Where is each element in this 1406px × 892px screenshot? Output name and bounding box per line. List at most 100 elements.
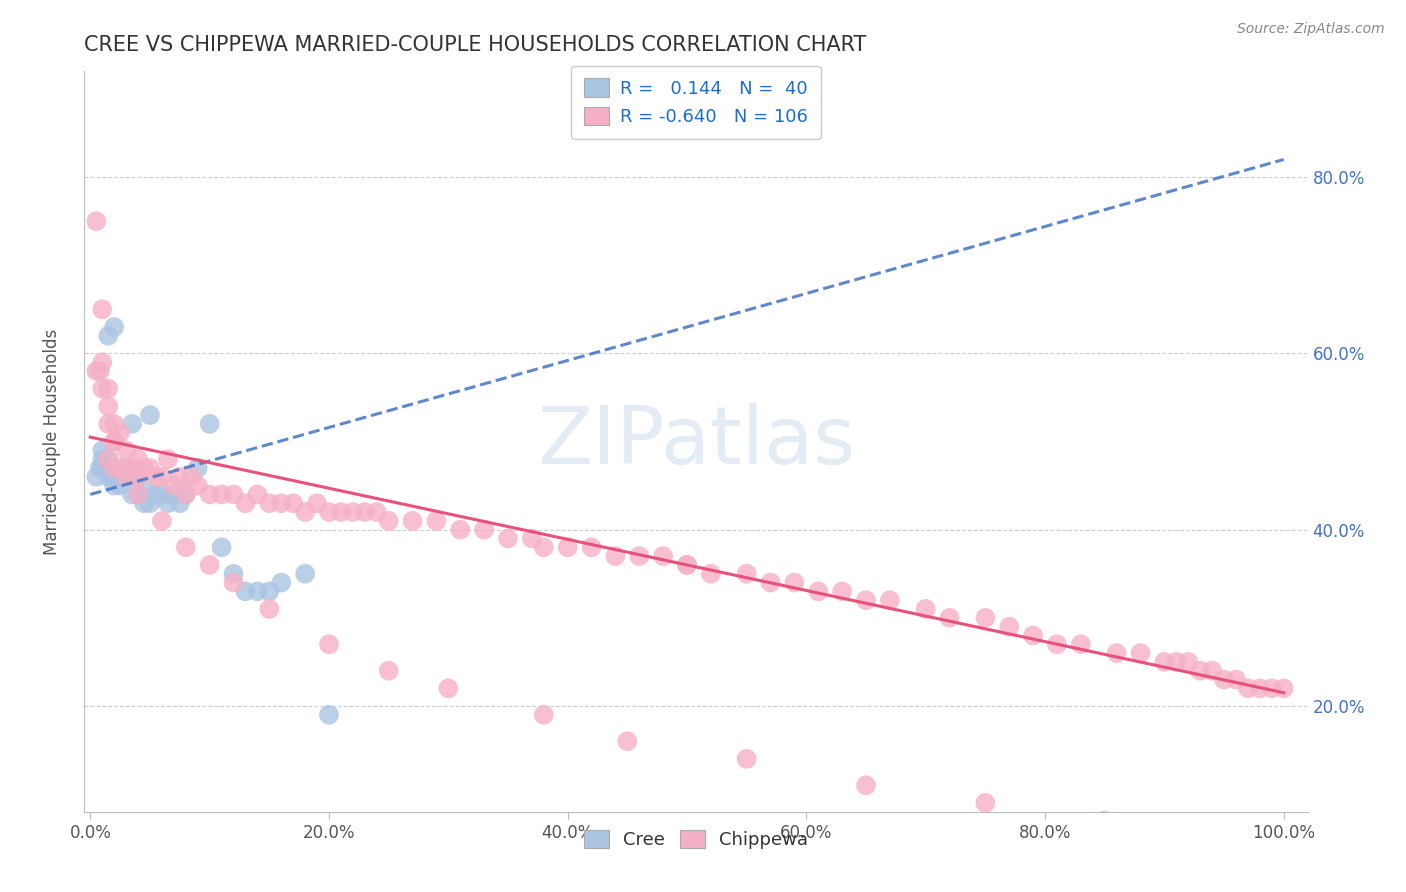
Point bbox=[115, 461, 138, 475]
Point bbox=[270, 496, 292, 510]
Point bbox=[259, 602, 281, 616]
Point bbox=[222, 487, 245, 501]
Point bbox=[533, 541, 555, 555]
Point bbox=[676, 558, 699, 572]
Point bbox=[1272, 681, 1295, 696]
Point bbox=[235, 584, 257, 599]
Point bbox=[605, 549, 627, 563]
Point bbox=[139, 461, 162, 475]
Point bbox=[294, 505, 316, 519]
Point bbox=[1046, 637, 1069, 651]
Point bbox=[115, 470, 138, 484]
Point bbox=[1153, 655, 1175, 669]
Point bbox=[938, 611, 960, 625]
Point bbox=[283, 496, 305, 510]
Point bbox=[222, 575, 245, 590]
Point bbox=[103, 417, 125, 431]
Point bbox=[377, 664, 399, 678]
Point bbox=[97, 382, 120, 396]
Point bbox=[1213, 673, 1236, 687]
Point bbox=[366, 505, 388, 519]
Point bbox=[628, 549, 651, 563]
Point bbox=[198, 558, 221, 572]
Point bbox=[855, 593, 877, 607]
Point bbox=[127, 487, 149, 501]
Point bbox=[377, 514, 399, 528]
Point bbox=[91, 452, 114, 467]
Point bbox=[187, 478, 209, 492]
Y-axis label: Married-couple Households: Married-couple Households bbox=[42, 328, 60, 555]
Point bbox=[84, 364, 107, 378]
Point bbox=[91, 355, 114, 369]
Point bbox=[246, 487, 269, 501]
Point bbox=[211, 541, 233, 555]
Point bbox=[91, 302, 114, 317]
Point bbox=[108, 470, 131, 484]
Point bbox=[520, 532, 543, 546]
Point bbox=[974, 796, 997, 810]
Point bbox=[318, 505, 340, 519]
Point bbox=[1129, 646, 1152, 660]
Text: CREE VS CHIPPEWA MARRIED-COUPLE HOUSEHOLDS CORRELATION CHART: CREE VS CHIPPEWA MARRIED-COUPLE HOUSEHOL… bbox=[84, 35, 866, 54]
Point bbox=[163, 478, 186, 492]
Point bbox=[180, 470, 202, 484]
Point bbox=[97, 328, 120, 343]
Point bbox=[342, 505, 364, 519]
Point bbox=[1225, 673, 1247, 687]
Point bbox=[89, 364, 111, 378]
Point bbox=[150, 487, 173, 501]
Point bbox=[425, 514, 447, 528]
Point bbox=[557, 541, 579, 555]
Point bbox=[103, 478, 125, 492]
Point bbox=[533, 707, 555, 722]
Point bbox=[174, 541, 197, 555]
Point bbox=[318, 637, 340, 651]
Point bbox=[1070, 637, 1092, 651]
Point bbox=[581, 541, 603, 555]
Point bbox=[187, 461, 209, 475]
Point bbox=[198, 417, 221, 431]
Point bbox=[97, 461, 120, 475]
Point bbox=[91, 461, 114, 475]
Point bbox=[91, 443, 114, 458]
Point bbox=[1261, 681, 1284, 696]
Point bbox=[855, 778, 877, 792]
Point bbox=[1213, 831, 1236, 846]
Point bbox=[145, 470, 167, 484]
Point bbox=[132, 496, 155, 510]
Point bbox=[1189, 664, 1212, 678]
Text: ZIPatlas: ZIPatlas bbox=[537, 402, 855, 481]
Point bbox=[97, 452, 120, 467]
Point bbox=[127, 452, 149, 467]
Point bbox=[974, 611, 997, 625]
Point bbox=[169, 470, 191, 484]
Point bbox=[103, 470, 125, 484]
Point bbox=[222, 566, 245, 581]
Point bbox=[97, 470, 120, 484]
Point bbox=[1022, 628, 1045, 642]
Point bbox=[676, 558, 699, 572]
Point bbox=[103, 434, 125, 449]
Point bbox=[156, 452, 179, 467]
Point bbox=[1237, 681, 1260, 696]
Point bbox=[401, 514, 423, 528]
Point bbox=[156, 496, 179, 510]
Point bbox=[108, 461, 131, 475]
Point bbox=[103, 434, 125, 449]
Point bbox=[150, 514, 173, 528]
Point bbox=[211, 487, 233, 501]
Point bbox=[174, 487, 197, 501]
Point bbox=[318, 707, 340, 722]
Point bbox=[84, 214, 107, 228]
Point bbox=[108, 425, 131, 440]
Point bbox=[329, 505, 352, 519]
Point bbox=[735, 752, 758, 766]
Point bbox=[496, 532, 519, 546]
Point bbox=[97, 417, 120, 431]
Point bbox=[259, 496, 281, 510]
Point bbox=[89, 461, 111, 475]
Point bbox=[879, 593, 901, 607]
Point bbox=[735, 566, 758, 581]
Point bbox=[97, 399, 120, 413]
Point bbox=[246, 584, 269, 599]
